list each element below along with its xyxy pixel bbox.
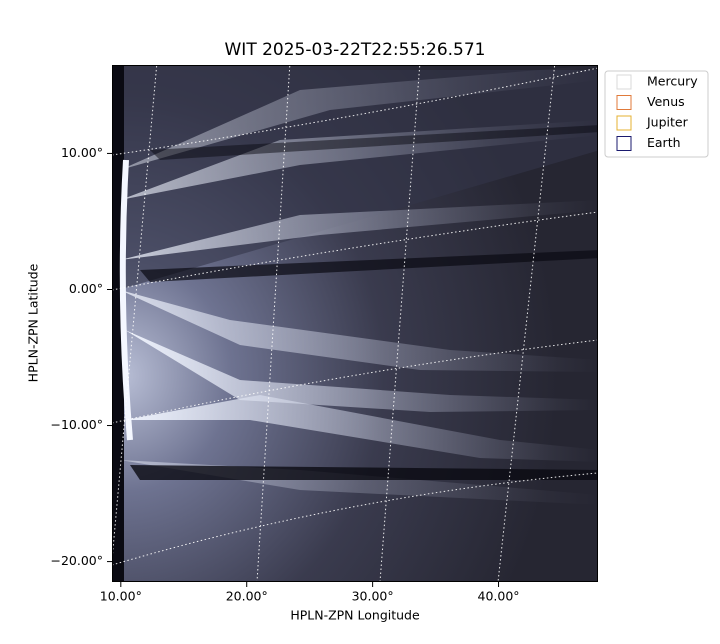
x-tick-label: 10.00° xyxy=(100,589,142,604)
x-tick-label: 40.00° xyxy=(478,589,520,604)
x-tick-label: 20.00° xyxy=(226,589,268,604)
legend-label: Earth xyxy=(647,135,681,150)
legend xyxy=(604,70,709,158)
y-tick-label: −20.00° xyxy=(50,553,103,568)
legend-swatch xyxy=(616,115,632,131)
legend-label: Venus xyxy=(647,94,685,109)
y-axis-label: HPLN-ZPN Latitude xyxy=(26,263,41,382)
legend-swatch xyxy=(616,136,632,151)
legend-label: Mercury xyxy=(647,74,698,89)
x-axis-label: HPLN-ZPN Longitude xyxy=(290,608,420,623)
x-tick-label: 30.00° xyxy=(352,589,394,604)
legend-label: Jupiter xyxy=(646,115,689,130)
y-tick-label: −10.00° xyxy=(50,417,103,432)
chart-title: WIT 2025-03-22T22:55:26.571 xyxy=(225,40,486,60)
image xyxy=(112,65,598,582)
y-tick-label: 10.00° xyxy=(61,145,103,160)
y-tick-label: 0.00° xyxy=(69,281,103,296)
legend-swatch xyxy=(616,74,632,90)
legend-swatch xyxy=(616,95,632,110)
